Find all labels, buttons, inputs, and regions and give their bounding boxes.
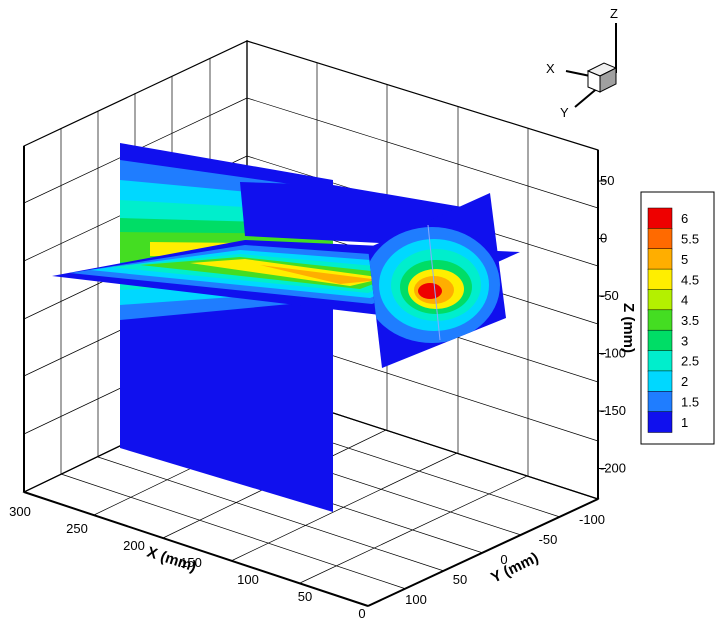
colorbar-level-label: 3.5	[681, 313, 699, 328]
y-tick-label: 50	[453, 572, 467, 587]
colorbar-swatch	[647, 207, 673, 230]
y-tick-label: -100	[579, 512, 605, 527]
colorbar-swatch	[647, 268, 673, 291]
y-axis-title: Y (mm)	[488, 549, 541, 586]
colorbar-swatches	[647, 207, 673, 433]
x-axis-ticks: 300 250 200 150 100 50 0	[9, 504, 365, 621]
x-tick-label: 0	[358, 606, 365, 621]
colorbar-level-label: 5	[681, 252, 688, 267]
z-tick-label: -100	[600, 346, 626, 361]
colorbar-swatch	[647, 350, 673, 372]
z-axis-ticks: 50 0 -50 -100 -150 -200	[598, 173, 626, 476]
colorbar-level-label: 6	[681, 211, 688, 226]
x-tick-label: 300	[9, 504, 31, 519]
z-tick-label: -50	[600, 288, 619, 303]
y-tick-label: -50	[539, 532, 558, 547]
colorbar-level-label: 4	[681, 293, 688, 308]
y-tick-label: 0	[500, 552, 507, 567]
colorbar-level-label: 2.5	[681, 354, 699, 369]
z-tick-label: -150	[600, 403, 626, 418]
z-tick-label: -200	[600, 461, 626, 476]
colorbar-labels: 6 5.5 5 4.5 4 3.5 3 2.5 2 1.5 1	[681, 211, 699, 430]
colorbar-level-label: 5.5	[681, 232, 699, 247]
triad-y-label: Y	[560, 105, 569, 120]
colorbar-level-label: 2	[681, 374, 688, 389]
y-tick-label: 100	[405, 592, 427, 607]
colorbar-swatch	[647, 248, 673, 270]
x-tick-label: 200	[123, 538, 145, 553]
colorbar-swatch	[647, 228, 673, 250]
orientation-triad: Z X Y	[546, 6, 618, 120]
y-axis-ticks: -100 -50 0 50 100	[405, 512, 605, 607]
colorbar-level-label: 1	[681, 415, 688, 430]
colorbar-swatch	[647, 370, 673, 393]
colorbar-level-label: 3	[681, 333, 688, 348]
triad-z-label: Z	[610, 6, 618, 21]
colorbar-level-label: 1.5	[681, 394, 699, 409]
colorbar-swatch	[647, 329, 673, 352]
z-tick-label: 50	[600, 173, 614, 188]
colorbar-level-label: 4.5	[681, 272, 699, 287]
z-tick-label: 0	[600, 231, 607, 246]
x-tick-label: 50	[298, 589, 312, 604]
x-tick-label: 150	[180, 555, 202, 570]
x-axis-title: X (mm)	[145, 544, 199, 576]
colorbar-swatch	[647, 309, 673, 331]
triad-x-label: X	[546, 61, 555, 76]
colorbar-swatch	[647, 391, 673, 413]
cross-section-slice	[368, 193, 506, 368]
x-tick-label: 250	[66, 521, 88, 536]
x-tick-label: 100	[237, 572, 259, 587]
colorbar-swatch	[647, 411, 673, 433]
colorbar-legend: 6 5.5 5 4.5 4 3.5 3 2.5 2 1.5 1	[640, 191, 715, 445]
colorbar-swatch	[647, 289, 673, 311]
z-axis-title: Z (mm)	[620, 303, 637, 353]
